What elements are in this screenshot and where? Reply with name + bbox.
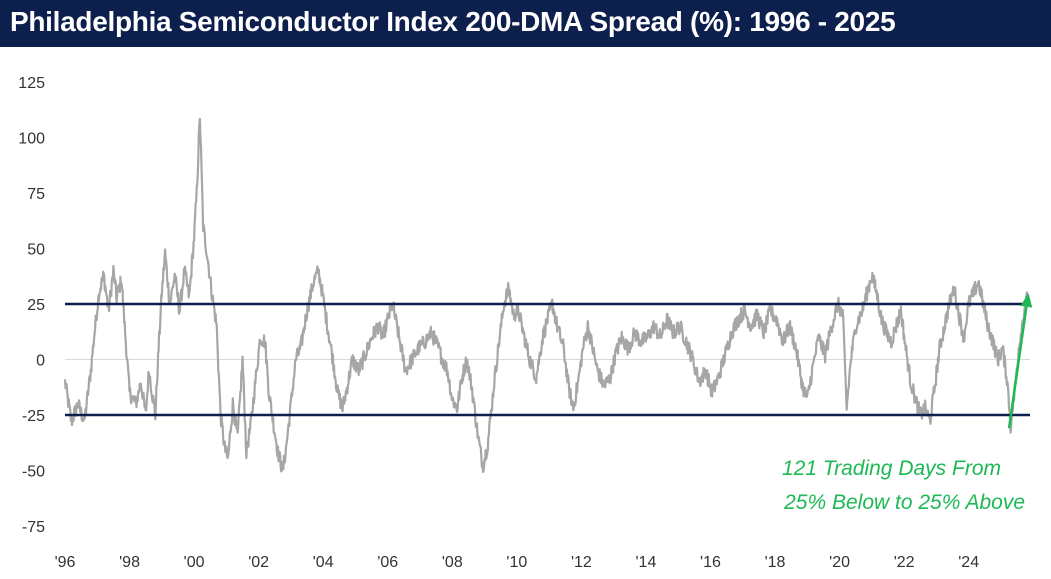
x-tick-label: '20 [829, 554, 850, 571]
y-tick-label: 0 [36, 353, 45, 370]
title-bar: Philadelphia Semiconductor Index 200-DMA… [0, 0, 1051, 47]
y-tick-label: -50 [22, 464, 45, 481]
y-tick-label: 25 [27, 297, 45, 314]
y-tick-label: 50 [27, 242, 45, 259]
y-tick-label: 75 [27, 186, 45, 203]
x-tick-label: '12 [571, 554, 592, 571]
series-line-sox-spread [63, 117, 1029, 473]
y-tick-label: 100 [18, 131, 45, 148]
y-tick-label: -25 [22, 408, 45, 425]
chart-area: 125 100 75 50 25 0 -25 -50 -75 '96 '98 '00 '02 '04 '0… [18, 75, 1033, 571]
y-axis: 125 100 75 50 25 0 -25 -50 -75 [18, 75, 45, 536]
chart-title: Philadelphia Semiconductor Index 200-DMA… [10, 6, 896, 37]
annotation-arrow [1007, 306, 1028, 429]
y-tick-label: -75 [22, 519, 45, 536]
y-tick-label: 125 [18, 75, 45, 92]
x-tick-label: '04 [313, 554, 334, 571]
annotation-line-2: 25% Below to 25% Above [783, 491, 1025, 514]
annotation-line-1: 121 Trading Days From [782, 457, 1001, 480]
x-tick-label: '10 [506, 554, 527, 571]
x-tick-label: '22 [894, 554, 915, 571]
annotation-arrowhead [1020, 292, 1033, 308]
annotation: 121 Trading Days From 25% Below to 25% A… [782, 292, 1033, 514]
x-tick-label: '14 [636, 554, 657, 571]
x-tick-label: '16 [700, 554, 721, 571]
x-tick-label: '00 [184, 554, 205, 571]
x-tick-label: '24 [958, 554, 979, 571]
x-tick-label: '02 [248, 554, 269, 571]
x-tick-label: '96 [55, 554, 76, 571]
x-axis: '96 '98 '00 '02 '04 '06 '08 '10 '12 '14 '16 '18 '20 '… [55, 554, 980, 571]
x-tick-label: '08 [442, 554, 463, 571]
x-tick-label: '98 [119, 554, 140, 571]
x-tick-label: '06 [377, 554, 398, 571]
x-tick-label: '18 [765, 554, 786, 571]
